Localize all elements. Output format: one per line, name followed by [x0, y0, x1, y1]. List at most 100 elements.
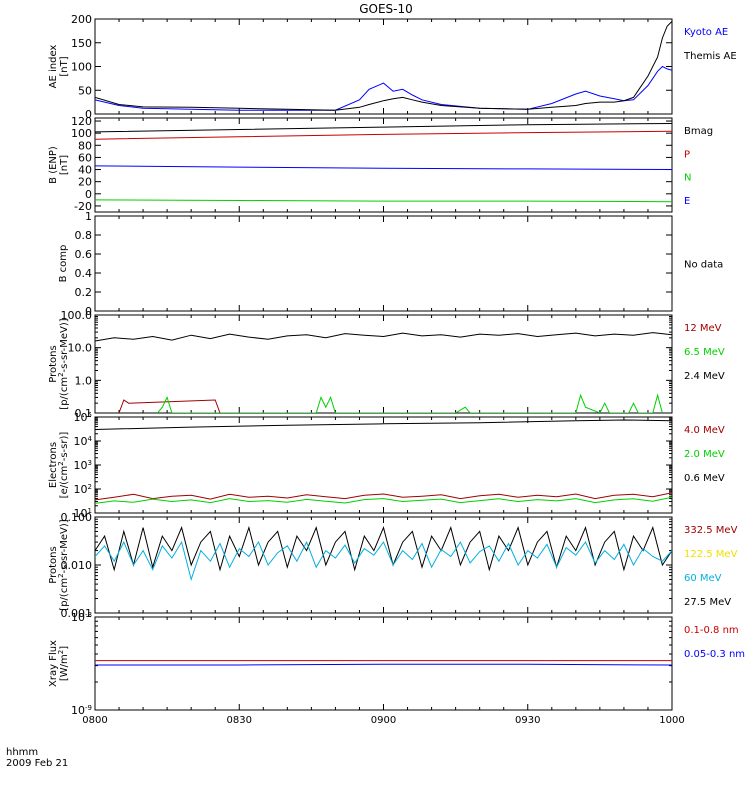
series-line-0-05-0-3-nm	[95, 663, 672, 666]
x-tick-label: 0900	[371, 715, 396, 726]
y-tick-label: 10-9	[71, 704, 92, 717]
y-tick-label: 0.6	[75, 248, 93, 261]
y-tick-label: 200	[71, 13, 92, 26]
legend-entry: 332.5 MeV	[684, 525, 738, 536]
y-tick-label: 0	[85, 188, 92, 201]
panel-frame	[94, 215, 673, 312]
series-line-2-0-mev	[95, 496, 672, 504]
y-tick-label: 60	[78, 151, 92, 164]
y-tick-label: 102	[74, 483, 92, 496]
y-tick-label: 0.1	[75, 407, 93, 420]
y-tick-label: 150	[71, 37, 92, 50]
x-tick-label: 0800	[82, 715, 107, 726]
chart-title: GOES-10	[359, 2, 413, 16]
panel-6: 0.001 0.010 0.100 Protons[p/(cm2-s-sr-MeV)]…	[48, 511, 738, 620]
legend-entry: N	[684, 173, 691, 184]
y-tick-label: 100	[71, 127, 92, 140]
y-axis-label: [p/(cm2-s-sr-MeV)]	[57, 519, 70, 610]
y-tick-label: 0	[85, 108, 92, 121]
y-tick-label: 0.4	[75, 267, 93, 280]
series-line-60-mev	[95, 540, 672, 582]
panel-frame	[94, 18, 673, 115]
series-line-12-mev	[118, 399, 221, 413]
series-line-p	[95, 130, 672, 140]
panel-frame	[94, 314, 673, 414]
y-axis-label: B (ENP)	[48, 146, 59, 184]
legend-entry: 122.5 MeV	[684, 549, 738, 560]
y-tick-label: 105	[74, 411, 92, 424]
legend-entry: No data	[684, 260, 723, 271]
legend-entry: Bmag	[684, 126, 713, 137]
y-axis-label: [nT]	[59, 56, 70, 76]
y-tick-label: 50	[78, 84, 92, 97]
series-line-0-6-mev	[95, 419, 672, 430]
legend-entry: 6.5 MeV	[684, 347, 725, 358]
y-axis-label: [p/(cm2-s-sr-MeV)]	[57, 318, 70, 409]
y-tick-label: 80	[78, 139, 92, 152]
legend-entry: 12 MeV	[684, 323, 722, 334]
legend-entry: Themis AE	[683, 51, 737, 62]
y-axis-label: Protons	[48, 345, 59, 382]
y-axis-label: B comp	[58, 245, 69, 283]
x-tick-label: 0830	[227, 715, 252, 726]
y-axis-label: Xray Flux	[48, 640, 59, 687]
y-tick-label: 0.001	[61, 607, 93, 620]
legend-entry: 2.4 MeV	[684, 371, 725, 382]
y-axis-label: [nT]	[59, 155, 70, 175]
legend-entry: 27.5 MeV	[684, 597, 731, 608]
legend-entry: E	[684, 196, 690, 207]
y-axis-label: Electrons	[48, 442, 59, 488]
y-tick-label: 101	[74, 507, 92, 520]
series-line-themis-ae	[95, 21, 672, 111]
y-tick-label: 120	[71, 115, 92, 128]
series-line-kyoto-ae	[95, 65, 672, 111]
y-tick-label: 100.0	[61, 309, 93, 322]
panel-1: 0 50 100 150 200 AE index [nT] Kyoto AE Themis A…	[48, 13, 737, 121]
y-tick-label: 40	[78, 164, 92, 177]
legend-entry: 4.0 MeV	[684, 425, 725, 436]
x-tick-label: 0930	[515, 715, 540, 726]
series-line-e	[95, 165, 672, 170]
legend-entry: 2.0 MeV	[684, 449, 725, 460]
legend-entry: 0.1-0.8 nm	[684, 625, 739, 636]
legend-entry: P	[684, 149, 690, 160]
panel-frame	[94, 516, 673, 614]
y-axis-label: Protons	[48, 546, 59, 583]
legend-entry: 60 MeV	[684, 573, 722, 584]
y-tick-label: 0	[85, 305, 92, 318]
y-tick-label: -20	[74, 200, 92, 213]
y-axis-label: [W/m2]	[57, 646, 70, 681]
panel-3: 0 0.2 0.4 0.6 0.8 1 B comp No data	[58, 210, 723, 318]
date-label: 2009 Feb 21	[6, 758, 69, 769]
panel-5: 101 102 103 104 105 Electrons [e/(cm2-s-sr)] 4.…	[48, 411, 725, 520]
y-tick-label: 104	[74, 435, 93, 448]
y-tick-label: 20	[78, 176, 92, 189]
series-line-6-5-mev	[157, 393, 663, 413]
panel-7: 10-9 10-8 Xray Flux [W/m2] 0.1-0.8 nm 0.05-0.…	[48, 611, 745, 717]
y-tick-label: 100	[71, 61, 92, 74]
y-tick-label: 1.0	[75, 374, 93, 387]
x-tick-label: 1000	[659, 715, 684, 726]
legend-entry: 0.6 MeV	[684, 473, 725, 484]
series-line-4-0-mev	[95, 492, 672, 501]
time-format-label: hhmm	[6, 747, 39, 758]
y-tick-label: 1	[85, 210, 92, 223]
y-axis-label: [e/(cm2-s-sr)]	[57, 432, 70, 499]
series-line-27-5-mev	[95, 525, 672, 572]
y-tick-label: 103	[74, 459, 92, 472]
legend-entry: 0.05-0.3 nm	[684, 649, 745, 660]
y-tick-label: 0.8	[75, 229, 93, 242]
series-line-n	[95, 199, 672, 203]
y-tick-label: 10-8	[71, 611, 92, 624]
y-tick-label: 0.100	[61, 511, 93, 524]
panel-4: 0.1 1.0 10.0 100.0 Protons[p/(cm2-s-sr-MeV)]…	[48, 309, 725, 420]
legend-entry: Kyoto AE	[684, 27, 728, 38]
series-line-bmag	[95, 123, 672, 133]
panel-frame	[94, 616, 673, 711]
y-axis-label: AE index	[48, 45, 59, 89]
y-tick-label: 0.010	[61, 559, 93, 572]
